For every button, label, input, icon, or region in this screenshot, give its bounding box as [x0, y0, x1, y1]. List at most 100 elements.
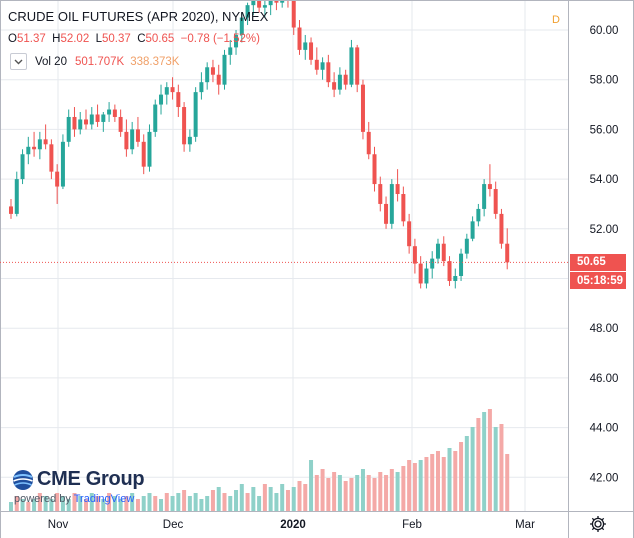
- open-value: 51.37: [16, 33, 46, 45]
- candle-body: [193, 92, 198, 137]
- volume-bar: [84, 499, 89, 511]
- x-tick-label: Nov: [48, 519, 69, 531]
- candle-body: [424, 268, 429, 284]
- gear-icon[interactable]: [588, 514, 608, 534]
- y-tick-label: 58.00: [590, 75, 619, 87]
- volume-bar: [476, 418, 481, 511]
- volume-bar: [66, 499, 71, 511]
- volume-bar: [412, 463, 417, 511]
- volume-bar: [268, 487, 273, 511]
- candle-body: [291, 0, 296, 28]
- powered-by: powered by TradingView: [14, 493, 134, 505]
- x-tick-label: 2020: [280, 519, 306, 531]
- volume-bar: [487, 409, 492, 511]
- volume-bar: [505, 454, 510, 511]
- volume-bar: [9, 502, 13, 511]
- candle-body: [476, 208, 481, 222]
- candle-body: [170, 87, 175, 93]
- volume-bar: [193, 493, 198, 511]
- volume-bar: [130, 493, 135, 511]
- volume-bar: [49, 499, 54, 511]
- close-label: C: [137, 33, 146, 45]
- high-label: H: [52, 33, 61, 45]
- volume-bar: [187, 496, 192, 511]
- candle-body: [164, 87, 169, 95]
- volume-bar: [337, 475, 342, 511]
- candle-body: [355, 47, 360, 85]
- y-tick-label: 46.00: [590, 373, 619, 385]
- candle-body: [251, 0, 256, 6]
- volume-bar: [239, 484, 244, 511]
- candle-body: [84, 119, 89, 125]
- candle-body: [141, 141, 146, 167]
- volume-bar: [314, 475, 319, 511]
- candle-body: [482, 184, 487, 209]
- candle-body: [274, 0, 279, 3]
- volume-bar: [78, 496, 83, 511]
- candle-body: [78, 119, 83, 130]
- logo-text: CME Group: [37, 468, 145, 490]
- volume-bar: [26, 502, 31, 511]
- candle-body: [210, 67, 215, 75]
- x-tick-label: Dec: [163, 519, 184, 531]
- volume-bar: [297, 481, 302, 511]
- volume-bar: [291, 487, 296, 511]
- last-price-label: 50.65: [570, 253, 626, 271]
- candle-body: [20, 154, 25, 180]
- cme-logo: CME Group: [12, 468, 145, 491]
- candle-body: [135, 129, 140, 142]
- candle-body: [159, 94, 164, 105]
- candle-body: [487, 184, 492, 190]
- chevron-icon: [14, 59, 23, 64]
- candle-body: [389, 184, 394, 224]
- volume-toggle-button[interactable]: [10, 53, 27, 70]
- volume-bar: [332, 472, 337, 511]
- candle-body: [49, 144, 54, 172]
- candle-body: [55, 171, 60, 187]
- open-label: O: [8, 33, 17, 45]
- volume-bar: [216, 487, 221, 511]
- candle-body: [37, 139, 42, 150]
- volume-bar: [210, 490, 215, 511]
- candle-body: [459, 253, 464, 277]
- chart-title: CRUDE OIL FUTURES (APR 2020), NYMEX: [8, 9, 269, 24]
- volume-bar: [153, 496, 158, 511]
- volume-bar: [257, 496, 262, 511]
- volume-bar: [303, 484, 308, 511]
- volume-bar: [349, 478, 354, 511]
- volume-bar: [159, 499, 164, 511]
- candle-body: [234, 34, 239, 48]
- candle-body: [95, 114, 100, 122]
- volume-bar: [199, 499, 204, 511]
- candle-body: [280, 0, 285, 3]
- volume-bar: [182, 490, 187, 511]
- candle-body: [107, 109, 112, 115]
- interval-marker: D: [552, 14, 560, 26]
- volume-bar: [228, 496, 233, 511]
- candle-body: [72, 116, 77, 130]
- volume-bar: [360, 469, 365, 511]
- volume-bar: [60, 496, 65, 511]
- tradingview-link[interactable]: TradingView: [73, 493, 135, 505]
- volume-bar: [499, 424, 504, 511]
- candle-layer: [9, 0, 510, 289]
- volume-bar: [395, 472, 400, 511]
- candle-body: [447, 261, 452, 281]
- candle-body: [205, 67, 210, 83]
- candle-body: [9, 206, 13, 214]
- y-tick-label: 42.00: [590, 472, 619, 484]
- volume-bar: [101, 499, 106, 511]
- volume-bar: [309, 460, 314, 511]
- candle-body: [453, 276, 458, 281]
- candle-body: [435, 243, 440, 259]
- candle-body: [470, 221, 475, 239]
- volume-bar: [430, 454, 435, 511]
- volume-bar: [37, 493, 42, 511]
- candle-body: [303, 42, 308, 50]
- countdown-label: 05:18:59: [570, 272, 626, 290]
- candle-body: [199, 82, 204, 93]
- candle-body: [493, 189, 498, 214]
- candle-body: [384, 203, 389, 224]
